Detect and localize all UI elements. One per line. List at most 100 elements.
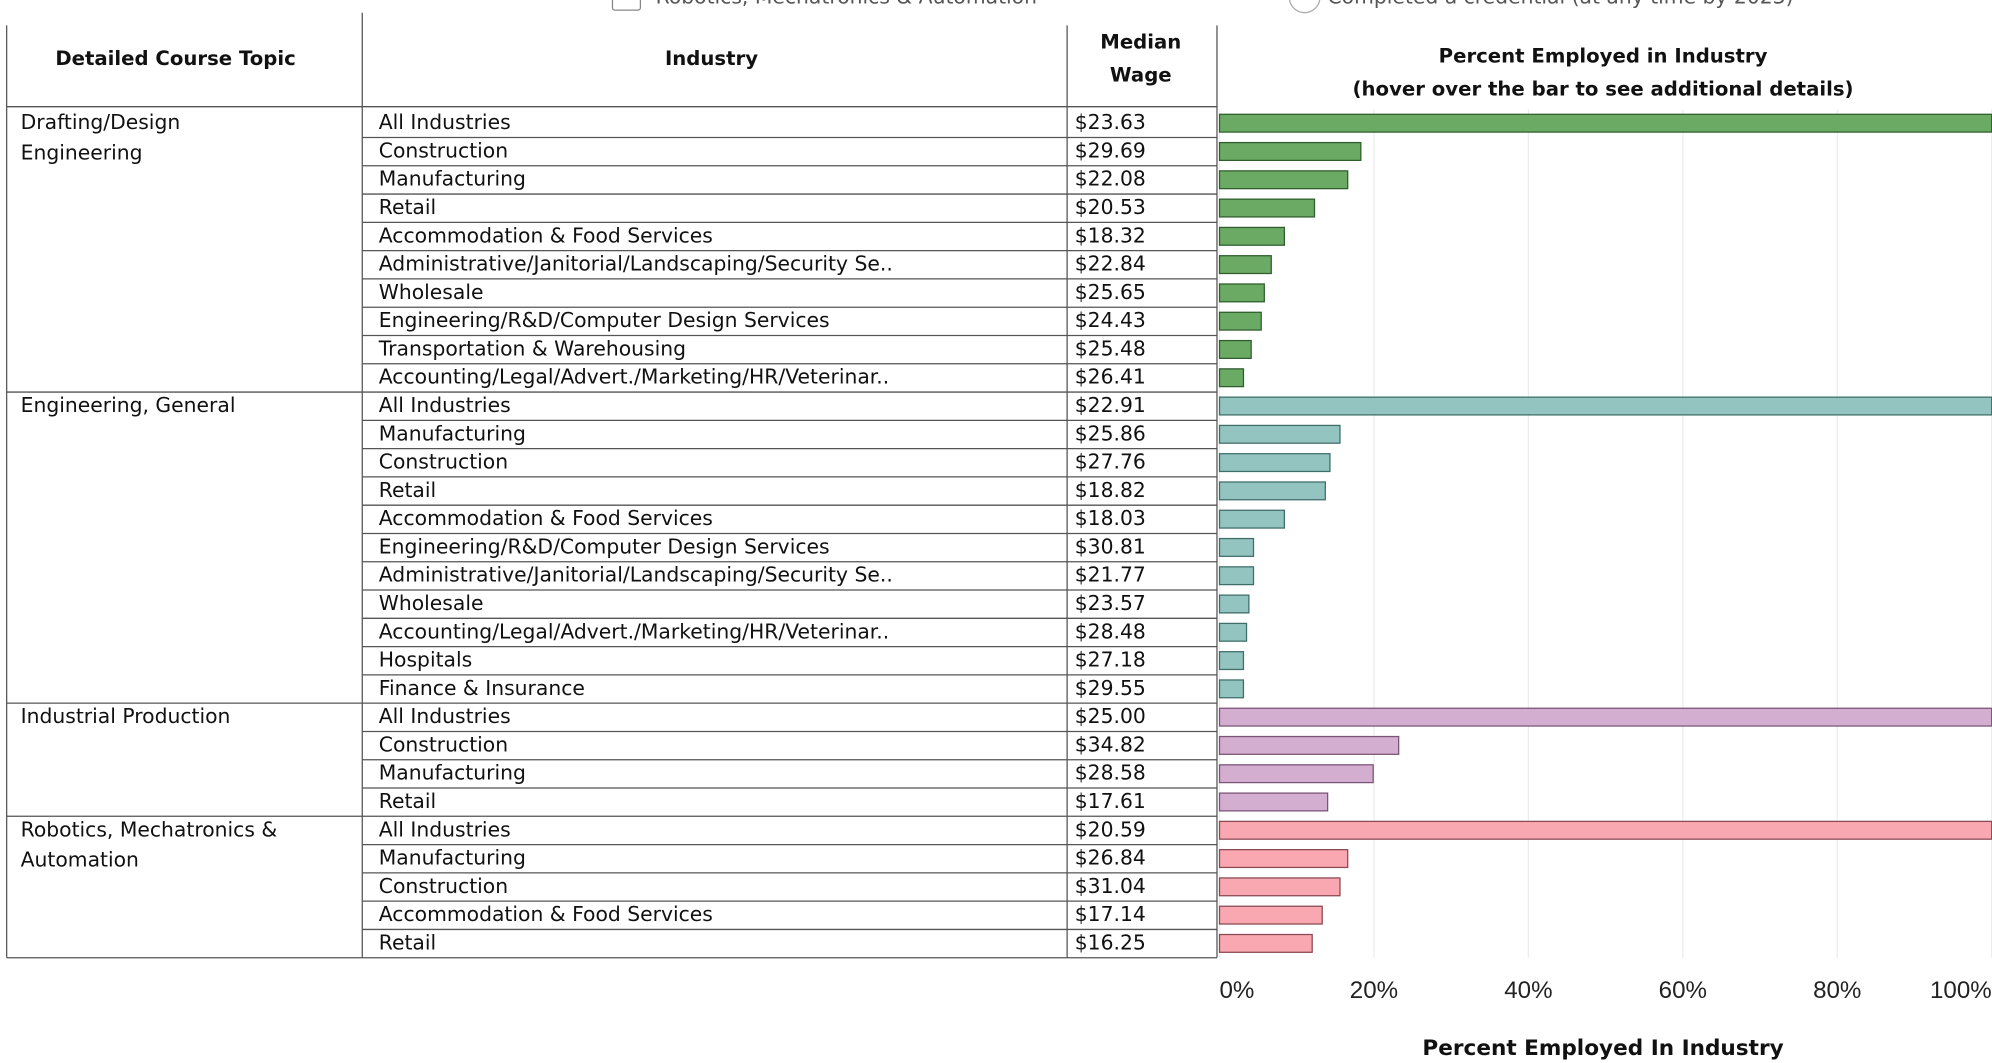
- course-topic: Robotics, Mechatronics &: [21, 817, 278, 841]
- x-axis-title: Percent Employed In Industry: [1422, 1036, 1783, 1061]
- industry: Accounting/Legal/Advert./Marketing/HR/Ve…: [379, 365, 889, 389]
- industry: Manufacturing: [379, 846, 526, 870]
- radio-button[interactable]: [1288, 0, 1321, 14]
- bar: [1218, 735, 1400, 755]
- median-wage: $29.69: [1075, 138, 1146, 162]
- median-wage: $26.41: [1075, 365, 1146, 389]
- table-frame: [6, 12, 1218, 958]
- industry: Engineering/R&D/Computer Design Services: [379, 308, 830, 332]
- bar: [1218, 368, 1245, 388]
- bar: [1218, 679, 1245, 699]
- median-wage: $21.77: [1075, 563, 1146, 587]
- course-topic: Drafting/Design: [21, 110, 181, 134]
- bar: [1218, 453, 1331, 473]
- x-tick-label: 60%: [1659, 977, 1707, 1004]
- industry: Hospitals: [379, 648, 472, 672]
- industry: Engineering/R&D/Computer Design Services: [379, 534, 830, 558]
- bar: [1218, 820, 1992, 840]
- median-wage: $27.76: [1075, 450, 1146, 474]
- industry: Administrative/Janitorial/Landscaping/Se…: [379, 563, 893, 587]
- industry: Manufacturing: [379, 761, 526, 785]
- bar: [1218, 792, 1329, 812]
- median-wage: $22.91: [1075, 393, 1146, 417]
- industry: All Industries: [379, 817, 511, 841]
- median-wage: $31.04: [1075, 874, 1146, 898]
- industry: Finance & Insurance: [379, 676, 585, 700]
- industry: All Industries: [379, 393, 511, 417]
- median-wage: $28.58: [1075, 761, 1146, 785]
- bar: [1218, 566, 1255, 586]
- median-wage: $30.81: [1075, 534, 1146, 558]
- course-topic: Engineering: [21, 141, 143, 165]
- median-wage: $25.48: [1075, 336, 1146, 360]
- bar: [1218, 481, 1326, 501]
- median-wage: $18.32: [1075, 223, 1146, 247]
- median-wage: $18.82: [1075, 478, 1146, 502]
- header: Median: [1100, 31, 1181, 54]
- x-tick-label: 0%: [1220, 977, 1255, 1004]
- median-wage: $29.55: [1075, 676, 1146, 700]
- header: Detailed Course Topic: [55, 47, 295, 70]
- industry: Wholesale: [379, 280, 484, 304]
- bar: [1218, 933, 1313, 953]
- bar: [1218, 877, 1341, 897]
- bar: [1218, 622, 1248, 642]
- bar: [1218, 764, 1374, 784]
- bar: [1218, 283, 1265, 303]
- bar: [1218, 113, 1992, 133]
- bar: [1218, 509, 1286, 529]
- industry: Accommodation & Food Services: [379, 506, 713, 530]
- checkbox[interactable]: [611, 0, 642, 11]
- median-wage: $25.00: [1075, 704, 1146, 728]
- median-wage: $22.08: [1075, 167, 1146, 191]
- industry: Retail: [379, 195, 436, 219]
- industry: Transportation & Warehousing: [378, 336, 686, 360]
- industry: Construction: [379, 874, 508, 898]
- industry: Manufacturing: [379, 167, 526, 191]
- bar: [1218, 311, 1262, 331]
- bar: [1218, 594, 1250, 614]
- x-tick-label: 100%: [1930, 977, 1992, 1004]
- median-wage: $27.18: [1075, 648, 1146, 672]
- x-tick-label: 80%: [1813, 977, 1861, 1004]
- median-wage: $17.61: [1075, 789, 1146, 813]
- header: (hover over the bar to see additional de…: [1353, 78, 1854, 101]
- course-topic: Engineering, General: [21, 393, 236, 417]
- median-wage: $22.84: [1075, 252, 1146, 276]
- median-wage: $25.65: [1075, 280, 1146, 304]
- bar: [1218, 424, 1341, 444]
- industry: Retail: [379, 930, 436, 954]
- bar: [1218, 849, 1349, 869]
- industry: Retail: [379, 789, 436, 813]
- industry: Accounting/Legal/Advert./Marketing/HR/Ve…: [379, 619, 889, 643]
- course-topic: Industrial Production: [21, 704, 231, 728]
- median-wage: $23.57: [1075, 591, 1146, 615]
- bar: [1218, 226, 1286, 246]
- header: Wage: [1110, 64, 1172, 87]
- x-tick-label: 40%: [1504, 977, 1552, 1004]
- bar: [1218, 339, 1252, 359]
- industry: Retail: [379, 478, 436, 502]
- median-wage: $20.53: [1075, 195, 1146, 219]
- industry: Accommodation & Food Services: [379, 902, 713, 926]
- industry: Construction: [379, 450, 508, 474]
- bar: [1218, 651, 1245, 671]
- course-topic: Automation: [21, 848, 139, 872]
- industry: Construction: [379, 138, 508, 162]
- industry: Accommodation & Food Services: [379, 223, 713, 247]
- median-wage: $34.82: [1075, 732, 1146, 756]
- median-wage: $16.25: [1075, 930, 1146, 954]
- median-wage: $20.59: [1075, 817, 1146, 841]
- bar: [1218, 170, 1349, 190]
- industry: Construction: [379, 732, 508, 756]
- median-wage: $28.48: [1075, 619, 1146, 643]
- industry: Wholesale: [379, 591, 484, 615]
- median-wage: $26.84: [1075, 846, 1146, 870]
- bar: [1218, 707, 1992, 727]
- industry: All Industries: [379, 704, 511, 728]
- bar: [1218, 537, 1255, 557]
- bar: [1218, 141, 1362, 161]
- filter-label: Completed a credential (at any time by 2…: [1327, 0, 1793, 8]
